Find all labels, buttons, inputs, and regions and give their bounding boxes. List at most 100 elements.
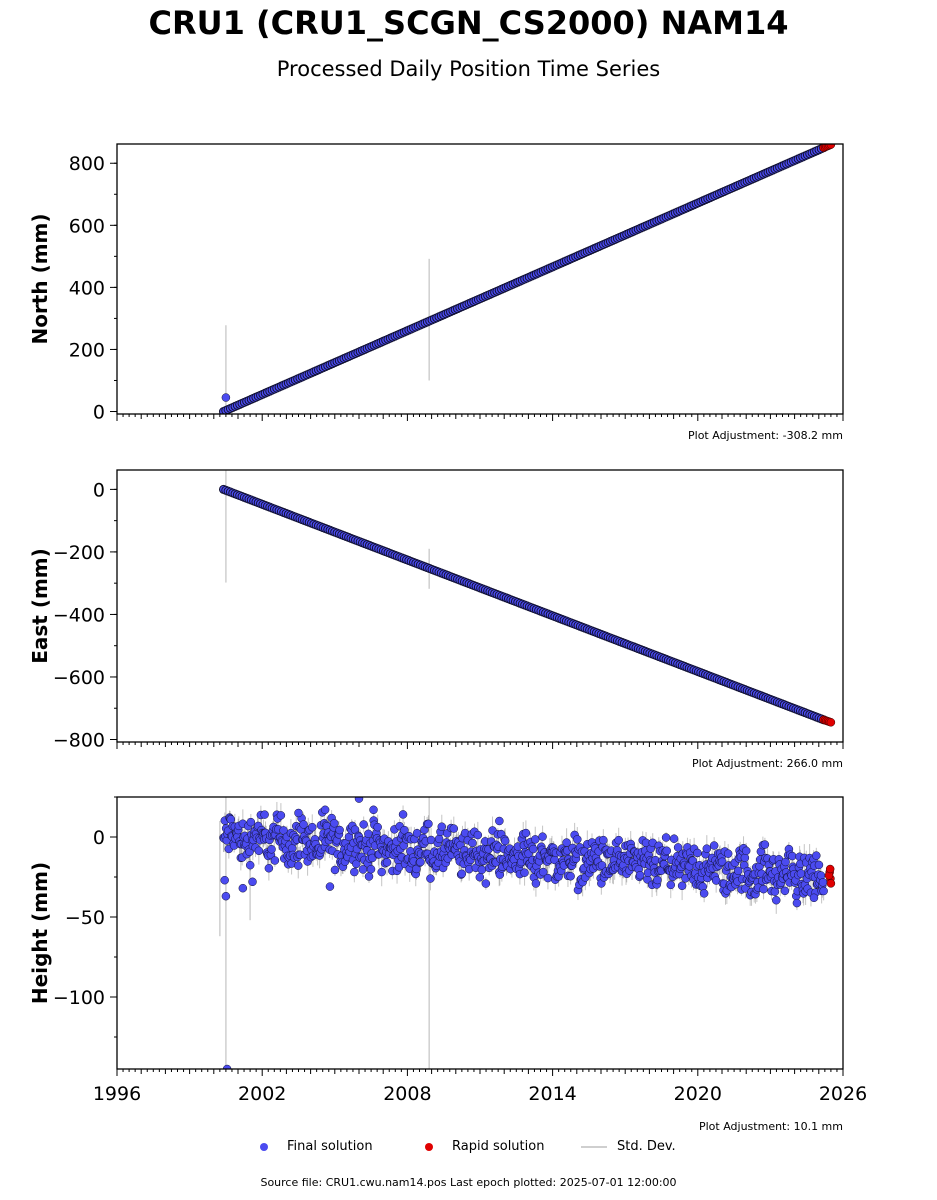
final-solution-point <box>308 822 317 832</box>
final-solution-point <box>614 835 623 845</box>
final-solution-point <box>364 872 374 881</box>
final-solution-point <box>299 820 308 829</box>
y-tick-label: 400 <box>69 277 105 299</box>
final-solution-outlier <box>369 805 378 815</box>
final-solution-point <box>426 874 435 883</box>
rapid-solution-points <box>819 715 836 727</box>
final-solution-outlier <box>220 875 229 885</box>
rapid-solution-marker-icon <box>414 1137 444 1157</box>
final-solution-point <box>792 898 802 908</box>
final-solution-point <box>366 864 376 874</box>
chart-subtitle: Processed Daily Position Time Series <box>276 57 661 81</box>
final-solution-points <box>218 484 829 725</box>
final-solution-point <box>475 872 485 882</box>
final-solution-point <box>819 886 828 896</box>
x-tick-label: 2008 <box>383 1083 431 1105</box>
final-solution-point <box>666 880 676 890</box>
x-axis-ticks: 1996 2002 2008 2014 2020 2026 <box>93 1069 867 1105</box>
final-solution-point <box>538 832 547 841</box>
final-solution-point <box>276 811 286 820</box>
rapid-solution-point <box>825 864 835 874</box>
final-solution-point <box>330 819 339 828</box>
final-solution-marker-icon <box>249 1137 279 1157</box>
legend: Final solution Rapid solution Std. Dev. <box>0 1137 937 1157</box>
final-solution-point <box>254 846 264 856</box>
final-solution-point <box>528 844 538 854</box>
final-solution-outlier <box>221 393 231 402</box>
final-solution-points <box>219 797 828 1069</box>
y-tick-label: −50 <box>65 907 105 929</box>
final-solution-point <box>270 856 280 865</box>
final-solution-point <box>267 845 276 854</box>
y-tick-label: −400 <box>53 604 105 626</box>
final-solution-point <box>699 889 709 898</box>
final-solution-outlier <box>248 877 257 887</box>
final-solution-point <box>543 873 553 883</box>
final-solution-outlier <box>354 797 364 803</box>
rapid-solution-point <box>826 879 836 888</box>
rapid-solution-points <box>819 144 836 152</box>
chart-title: CRU1 (CRU1_SCGN_CS2000) NAM14 <box>148 4 789 42</box>
final-solution-point <box>812 851 821 860</box>
legend-label-rapid: Rapid solution <box>452 1139 545 1154</box>
final-solution-point <box>521 828 531 838</box>
y-axis-ticks: 0 200 400 600 800 <box>69 153 117 424</box>
source-footer: Source file: CRU1.cwu.nam14.pos Last epo… <box>260 1176 677 1189</box>
final-solution-point <box>669 834 679 843</box>
final-solution-point <box>760 840 770 849</box>
final-solution-point <box>437 822 447 831</box>
y-axis-label: Height (mm) <box>28 862 52 1004</box>
final-solution-point <box>733 866 743 876</box>
final-solution-point <box>350 867 359 877</box>
final-solution-outlier <box>320 805 330 815</box>
plot-adjustment-note: Plot Adjustment: -308.2 mm <box>688 429 843 442</box>
final-solution-point <box>500 836 510 846</box>
final-solution-outlier <box>238 883 248 893</box>
final-solution-point <box>677 881 687 891</box>
final-solution-point <box>264 863 274 873</box>
final-solution-point <box>481 879 491 888</box>
final-solution-point <box>759 884 768 894</box>
final-solution-point <box>723 849 733 858</box>
final-solution-point <box>599 835 608 845</box>
final-solution-outlier <box>222 1064 232 1069</box>
final-solution-point <box>434 834 444 844</box>
plot-adjustment-note: Plot Adjustment: 10.1 mm <box>699 1120 843 1133</box>
final-solution-point <box>359 820 368 829</box>
plot-area <box>218 144 836 414</box>
final-solution-point <box>771 895 781 905</box>
final-solution-outlier <box>260 810 269 819</box>
x-axis-ticks <box>116 742 844 749</box>
y-axis-ticks: 0 −50 −100 <box>53 796 117 1038</box>
final-solution-point <box>245 860 255 870</box>
y-tick-label: 0 <box>93 827 105 849</box>
plot-area <box>218 470 836 727</box>
final-solution-point <box>780 886 790 896</box>
final-solution-point <box>424 819 433 829</box>
final-solution-point <box>717 857 727 866</box>
final-solution-point <box>597 861 607 870</box>
y-tick-label: 600 <box>69 215 105 237</box>
y-tick-label: 200 <box>69 339 105 361</box>
final-solution-point <box>330 865 340 875</box>
final-solution-point <box>531 879 541 888</box>
y-tick-label: 0 <box>93 479 105 501</box>
rapid-solution-point <box>826 718 836 727</box>
y-tick-label: −800 <box>53 729 105 751</box>
y-tick-label: −200 <box>53 542 105 564</box>
y-tick-label: −100 <box>53 987 105 1009</box>
final-solution-point <box>468 838 477 848</box>
legend-item-stddev: Std. Dev. <box>579 1137 676 1157</box>
final-solution-point <box>246 817 256 827</box>
final-solution-point <box>566 872 575 881</box>
x-tick-label: 2026 <box>819 1083 867 1105</box>
final-solution-point <box>377 867 386 877</box>
legend-item-rapid: Rapid solution <box>414 1137 544 1157</box>
x-tick-label: 2014 <box>528 1083 576 1105</box>
final-solution-point <box>449 824 459 833</box>
final-solution-point <box>520 868 529 877</box>
legend-label-stddev: Std. Dev. <box>617 1139 676 1154</box>
final-solution-point <box>539 867 548 877</box>
